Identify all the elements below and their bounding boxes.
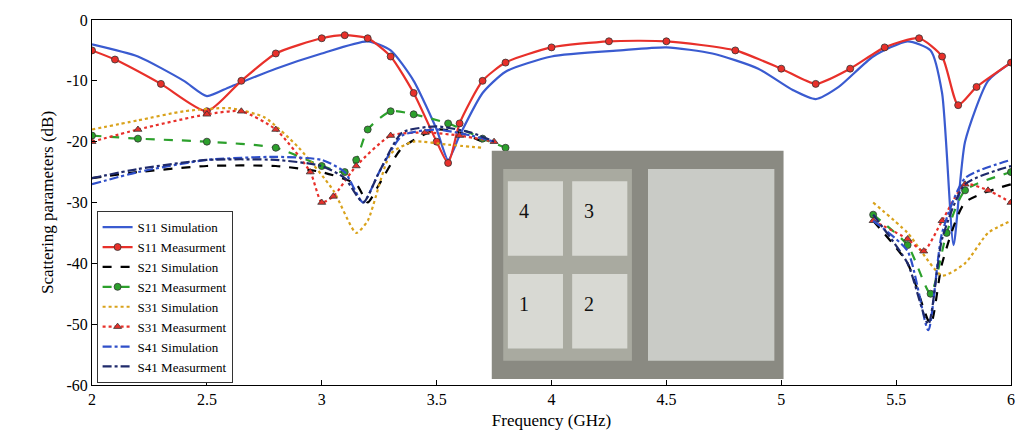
- svg-text:-30: -30: [66, 194, 87, 211]
- svg-text:S31 Simulation: S31 Simulation: [138, 300, 219, 315]
- svg-text:S41 Simulation: S41 Simulation: [138, 340, 219, 355]
- svg-text:4: 4: [548, 391, 556, 408]
- svg-text:2: 2: [584, 293, 594, 315]
- svg-text:4: 4: [519, 200, 529, 222]
- svg-text:Scattering parameters (dB): Scattering parameters (dB): [38, 111, 57, 294]
- svg-text:0: 0: [80, 12, 88, 29]
- svg-text:S41 Measurment: S41 Measurment: [138, 359, 227, 374]
- svg-text:-40: -40: [66, 255, 87, 272]
- svg-text:S11 Measurment: S11 Measurment: [138, 240, 226, 255]
- svg-text:Frequency (GHz): Frequency (GHz): [492, 411, 611, 430]
- svg-text:3: 3: [318, 391, 326, 408]
- svg-text:S21 Simulation: S21 Simulation: [138, 260, 219, 275]
- svg-text:5.5: 5.5: [886, 391, 906, 408]
- svg-text:-60: -60: [66, 377, 87, 394]
- svg-text:6: 6: [1007, 391, 1015, 408]
- svg-text:2: 2: [88, 391, 96, 408]
- svg-text:3: 3: [584, 200, 594, 222]
- svg-text:S21 Measurment: S21 Measurment: [138, 280, 227, 295]
- svg-text:-50: -50: [66, 316, 87, 333]
- svg-text:3.5: 3.5: [427, 391, 447, 408]
- svg-text:-10: -10: [66, 72, 87, 89]
- svg-text:S31 Measurment: S31 Measurment: [138, 320, 227, 335]
- svg-text:1: 1: [519, 293, 529, 315]
- svg-text:S11 Simulation: S11 Simulation: [138, 220, 219, 235]
- svg-text:2.5: 2.5: [197, 391, 217, 408]
- svg-text:-20: -20: [66, 133, 87, 150]
- svg-text:4.5: 4.5: [656, 391, 676, 408]
- svg-text:5: 5: [777, 391, 785, 408]
